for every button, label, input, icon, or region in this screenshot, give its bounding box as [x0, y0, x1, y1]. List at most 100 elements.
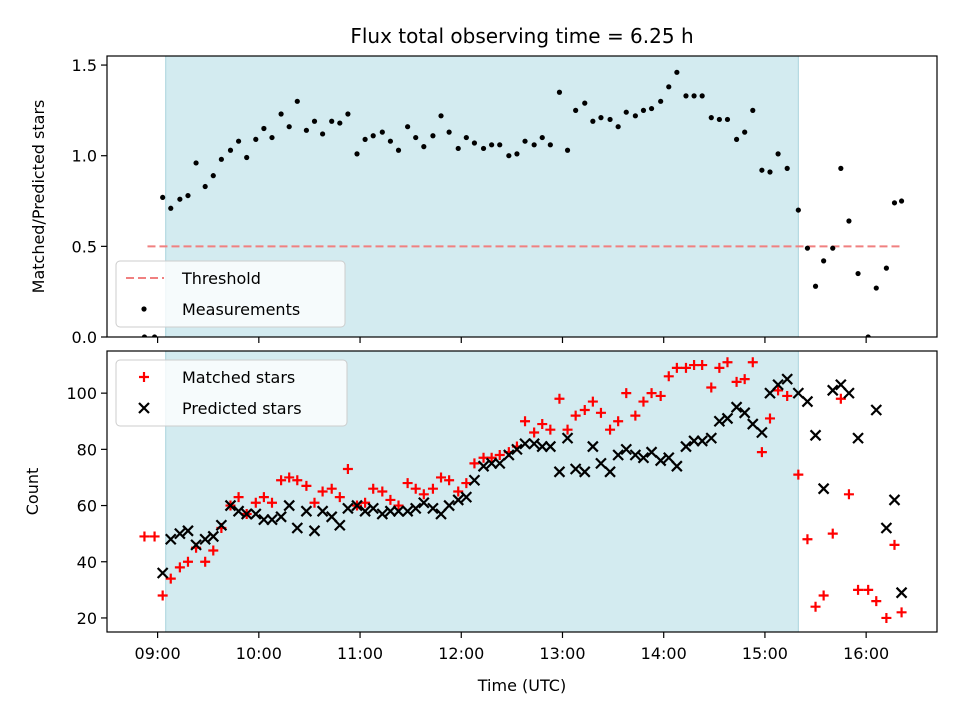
data-point [553, 466, 566, 478]
data-point [898, 198, 905, 204]
data-point [645, 446, 658, 458]
data-point [360, 497, 371, 508]
data-point [199, 533, 211, 546]
data-point [376, 508, 389, 520]
data-point [182, 525, 194, 537]
data-point [308, 525, 321, 537]
y-tick-label: 1.5 [72, 56, 97, 75]
data-point [278, 111, 284, 117]
data-point [269, 134, 275, 141]
data-point [529, 427, 540, 438]
y-axis-label: Count [23, 468, 42, 516]
data-point [519, 437, 531, 450]
data-point [696, 435, 708, 447]
y-tick-label: 40 [77, 553, 97, 572]
data-point [218, 156, 224, 162]
data-point [418, 489, 429, 500]
data-point [317, 486, 328, 497]
data-point [486, 452, 497, 463]
data-point [531, 142, 537, 148]
data-point [573, 107, 579, 113]
data-point [648, 105, 655, 112]
data-point [266, 497, 277, 508]
data-point [427, 502, 439, 515]
data-point [292, 475, 303, 486]
data-point [334, 492, 345, 503]
data-point [578, 466, 591, 478]
data-point [742, 129, 748, 135]
data-point [655, 390, 666, 401]
data-point [562, 424, 573, 435]
data-point [210, 173, 216, 179]
data-point [607, 116, 613, 123]
data-point [185, 192, 191, 199]
data-point [545, 424, 556, 435]
data-point [759, 167, 765, 173]
data-point [699, 93, 705, 99]
data-point [666, 84, 672, 90]
data-point [156, 567, 169, 579]
data-point [477, 460, 490, 472]
data-point [554, 393, 565, 404]
data-point [855, 270, 861, 277]
data-point [395, 147, 402, 153]
data-point [595, 457, 607, 470]
data-point [235, 138, 242, 144]
data-point [224, 499, 237, 512]
data-point [240, 508, 253, 520]
data-point [773, 385, 784, 396]
data-point [747, 418, 759, 430]
data-point [345, 111, 351, 117]
data-point [629, 449, 642, 461]
data-point [461, 478, 472, 489]
data-point [569, 463, 582, 475]
data-point [826, 384, 839, 397]
data-point [663, 371, 674, 382]
data-point [865, 334, 871, 337]
data-point [387, 138, 394, 144]
data-point [351, 499, 363, 512]
data-point [714, 362, 725, 373]
data-point [410, 483, 421, 494]
data-point [316, 505, 329, 517]
data-point [460, 491, 473, 503]
data-point [329, 118, 335, 124]
data-point [804, 245, 811, 251]
legend-box [115, 260, 346, 328]
data-point [613, 416, 624, 427]
data-point [587, 396, 598, 407]
data-point [724, 116, 731, 123]
data-point [587, 440, 599, 453]
data-point [337, 120, 343, 126]
series-matched-stars [139, 357, 907, 623]
data-point [604, 466, 616, 478]
legend: Threshold Measurements [115, 260, 346, 328]
data-point [334, 519, 346, 531]
data-point [544, 440, 557, 453]
chart-title: Flux total observing time = 6.25 h [350, 24, 693, 48]
legend: Matched stars Predicted stars [115, 359, 348, 427]
data-point [438, 113, 444, 119]
data-point [291, 522, 304, 534]
data-point [637, 452, 650, 464]
data-point [713, 415, 726, 428]
data-point [784, 165, 790, 171]
y-tick-label: 20 [77, 609, 97, 628]
x-tick-label: 10:00 [236, 644, 282, 663]
data-point [873, 285, 879, 291]
data-point [284, 472, 295, 483]
data-point [480, 145, 487, 152]
data-point [547, 142, 553, 148]
data-point [721, 412, 734, 425]
data-point [731, 376, 742, 387]
data-point [638, 396, 649, 407]
data-point [493, 457, 506, 470]
data-point [871, 596, 882, 607]
data-point [888, 494, 901, 506]
legend-predicted-swatch [138, 402, 150, 414]
data-point [595, 407, 606, 418]
data-point [671, 362, 682, 373]
data-point [539, 134, 545, 141]
data-point [494, 449, 505, 460]
data-point [283, 499, 295, 512]
